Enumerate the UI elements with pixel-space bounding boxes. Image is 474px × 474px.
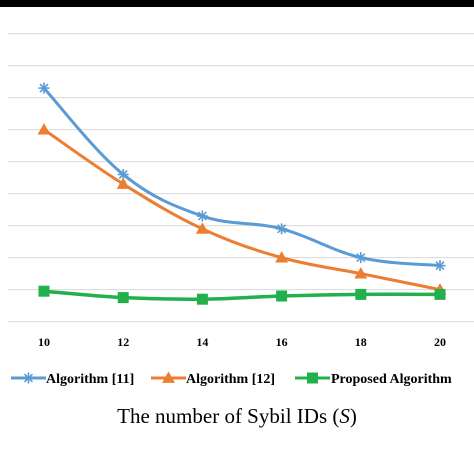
x-tick-label: 10 <box>38 335 50 349</box>
data-point <box>434 260 446 272</box>
x-tick-label: 16 <box>276 335 288 349</box>
top-border-bar <box>0 0 474 7</box>
legend-marker <box>307 372 318 384</box>
legend-entry: Algorithm [12] <box>151 371 275 387</box>
legend-marker <box>162 371 175 383</box>
x-tick-label: 12 <box>117 335 129 349</box>
data-point <box>195 222 209 234</box>
x-tick-label: 20 <box>434 335 446 349</box>
data-point <box>116 177 130 189</box>
data-point <box>38 285 50 297</box>
x-tick-labels: 10 12 14 16 18 20 <box>38 335 446 349</box>
data-point <box>434 288 446 300</box>
series-lines <box>37 82 447 305</box>
data-point <box>196 293 208 305</box>
x-tick-label: 14 <box>196 335 208 349</box>
series-1 <box>38 82 446 272</box>
legend-label: Proposed Algorithm <box>331 372 452 387</box>
legend-label: Algorithm [11] <box>46 372 134 387</box>
legend: Algorithm [11] Algorithm [12] Proposed Alg… <box>11 371 452 387</box>
legend-entry: Algorithm [11] <box>11 372 134 387</box>
data-point <box>275 251 289 263</box>
series-line <box>42 87 441 268</box>
x-tick-label: 18 <box>355 335 367 349</box>
data-point <box>354 267 368 279</box>
series-line <box>43 128 441 292</box>
data-point <box>355 252 367 264</box>
x-axis-title: The number of Sybil IDs (S) <box>117 404 357 428</box>
data-point <box>276 290 288 302</box>
legend-label: Algorithm [12] <box>186 372 275 387</box>
legend-marker <box>23 372 34 384</box>
legend-entry: Proposed Algorithm <box>295 372 452 387</box>
series-line <box>43 289 441 302</box>
data-point <box>355 288 367 300</box>
data-point <box>117 292 129 304</box>
data-point <box>196 210 208 222</box>
series-3 <box>38 285 446 305</box>
data-point <box>38 82 50 94</box>
data-point <box>37 123 51 135</box>
series-2 <box>37 123 447 295</box>
data-point <box>276 223 288 235</box>
gridlines <box>8 33 474 323</box>
